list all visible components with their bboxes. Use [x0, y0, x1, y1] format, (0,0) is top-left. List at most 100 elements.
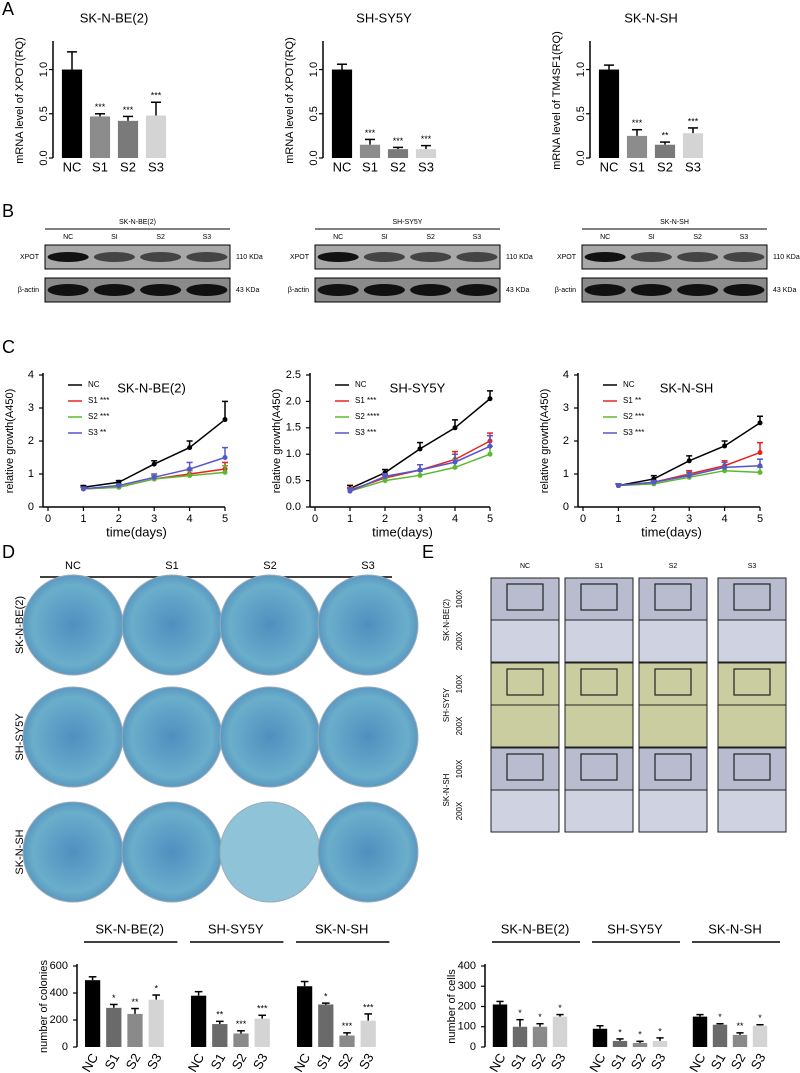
blot-size-label: 43 KDa [506, 287, 529, 294]
blot-band [363, 252, 405, 262]
legend-label: S2 **** [355, 412, 379, 421]
blot-size-label: 110 KDa [506, 254, 533, 261]
y-tick-label: 3 [563, 402, 569, 414]
x-tick-label: 1 [347, 513, 353, 525]
chart-title: SH-SY5Y [356, 10, 412, 25]
bar [190, 995, 207, 1047]
y-tick-label: 0.5 [575, 106, 587, 121]
point [151, 461, 157, 467]
bar [254, 1018, 270, 1047]
zoom-box [506, 753, 544, 781]
magnification-label: 100X [455, 674, 464, 693]
panel-letter: D [2, 542, 15, 562]
x-tick-label: NC [333, 159, 352, 174]
significance: * [618, 1027, 622, 1037]
x-tick-label: 0 [580, 513, 586, 525]
legend-label: S3 *** [623, 428, 644, 437]
x-tick-label: S2 [657, 159, 673, 174]
bar [652, 1040, 668, 1047]
dish-image [219, 686, 321, 788]
transwell-image [490, 789, 560, 833]
blot-title: SK-N-SH [660, 219, 689, 226]
point [722, 464, 728, 470]
legend-label: S1 ** [623, 396, 641, 405]
significance: * [154, 983, 158, 993]
point [187, 466, 193, 472]
transwell-image [564, 619, 634, 663]
zoom-box [580, 753, 618, 781]
significance: *** [95, 102, 106, 112]
significance: ** [131, 997, 139, 1007]
blot-band [317, 252, 359, 262]
legend-label: NC [623, 380, 635, 389]
y-axis-label: relative growth(A450) [539, 389, 551, 494]
bar [145, 115, 167, 158]
point [452, 425, 458, 431]
point [116, 483, 122, 489]
blot-band [47, 252, 89, 262]
y-tick-label: 0.0 [38, 150, 50, 165]
blot-row-label: XPOT [20, 254, 40, 261]
x-tick-label: NC [63, 159, 82, 174]
blot-band [677, 284, 719, 296]
blot-size-label: 110 KDa [773, 254, 800, 261]
x-tick-label: S1 [708, 1051, 729, 1072]
point [651, 479, 657, 485]
column-label: NC [65, 560, 81, 572]
lane-label: S2 [693, 234, 702, 241]
lane-label: S3 [473, 234, 482, 241]
column-label: S3 [361, 560, 374, 572]
dish-image [219, 574, 321, 676]
zoom-box [654, 668, 692, 696]
row-label: SK-N-SH [14, 829, 26, 874]
bar [654, 144, 676, 158]
x-tick-label: 2 [651, 513, 657, 525]
bar [512, 1026, 528, 1047]
legend-label: NC [355, 380, 367, 389]
bar [127, 1013, 143, 1047]
bar [212, 1024, 228, 1047]
y-axis-label: number of colonies [38, 960, 50, 1053]
bar [318, 1004, 334, 1047]
significance: *** [342, 1021, 353, 1031]
y-tick-label: 0.0 [286, 501, 301, 513]
x-tick-label: 5 [487, 513, 493, 525]
dish-image [22, 801, 124, 903]
significance: *** [363, 1002, 374, 1012]
lane-label: NC [63, 234, 73, 241]
dish-image [317, 801, 419, 903]
lane-label: S2 [426, 234, 435, 241]
lane-label: NC [333, 234, 343, 241]
significance: * [518, 1008, 522, 1018]
magnification-label: 200X [455, 801, 464, 820]
legend-label: S3 ** [88, 428, 106, 437]
panel-letter: A [2, 0, 14, 19]
x-tick-label: 1 [80, 513, 86, 525]
point [382, 473, 388, 479]
y-tick-label: 0 [470, 1041, 476, 1053]
chart-title: SK-N-SH [624, 10, 677, 25]
y-tick-label: 200 [50, 1014, 68, 1026]
dish-image [317, 686, 419, 788]
transwell-image [638, 704, 708, 748]
x-tick-label: NC [185, 1051, 207, 1073]
significance: * [112, 993, 116, 1003]
significance: *** [257, 1004, 268, 1014]
x-tick-label: NC [586, 1051, 608, 1073]
x-tick-label: S1 [629, 159, 645, 174]
x-tick-label: 4 [722, 513, 728, 525]
x-tick-label: S1 [207, 1051, 228, 1072]
x-tick-label: S1 [101, 1051, 122, 1072]
bar [682, 133, 704, 158]
bar [612, 1040, 628, 1047]
x-tick-label: NC [600, 159, 619, 174]
bar [359, 144, 381, 158]
transwell-image [717, 704, 787, 748]
lane-label: S2 [156, 234, 165, 241]
point [80, 486, 86, 492]
y-tick-label: 200 [458, 1000, 476, 1012]
bar [331, 69, 353, 158]
x-tick-label: 0 [312, 513, 318, 525]
legend-label: S1 *** [88, 396, 109, 405]
point [187, 473, 193, 479]
